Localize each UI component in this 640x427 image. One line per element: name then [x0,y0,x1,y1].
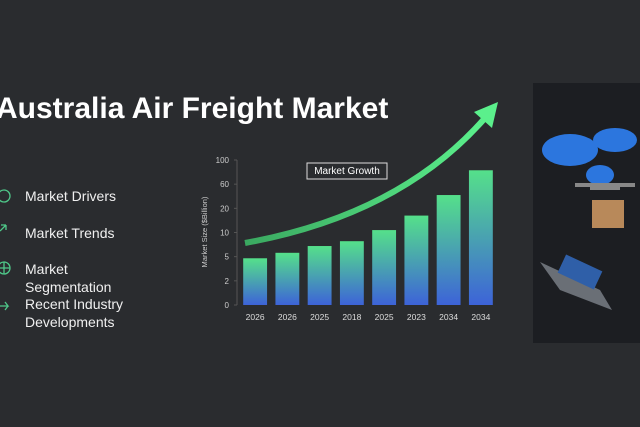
bar [275,252,300,305]
growth-arrow [244,116,488,246]
bar [307,246,332,305]
bar [468,170,493,305]
photo-drone [575,183,635,190]
photo-box [592,200,624,228]
bar [372,230,397,305]
x-tick-label: 2026 [246,312,265,322]
x-tick-label: 2018 [342,312,361,322]
x-tick-label: 2034 [471,312,490,322]
bar [243,258,268,305]
icons [0,189,11,311]
x-tick-label: 2025 [375,312,394,322]
bar [436,195,461,305]
y-tick-label: 0 [225,301,230,310]
y-tick-label: 5 [225,253,230,262]
menu-item: Market Drivers [25,188,117,204]
y-tick-label: 10 [220,229,229,238]
x-tick-label: 2034 [439,312,458,322]
x-tick-label: 2023 [407,312,426,322]
bar [404,215,429,305]
menu-item: Recent Industry Developments [25,296,124,330]
page-title: Australia Air Freight Market [0,92,389,125]
x-tick-label: 2025 [310,312,329,322]
y-tick-label: 2 [225,277,230,286]
menu-item: Market Trends [25,225,115,241]
photo-containers [557,254,603,290]
y-axis-label: Market Size ($Billion) [200,196,209,267]
annotation: Market Growth [314,166,380,177]
photo-map [542,128,637,185]
x-tick-label: 2026 [278,312,297,322]
y-tick-label: 20 [220,204,229,213]
menu-item: Market Segmentation [25,261,112,295]
annotation-box [306,162,388,180]
y-tick-label: 60 [220,180,229,189]
arrow-head [474,102,498,128]
y-tick-label: 100 [216,156,230,165]
bar [339,241,364,305]
photo-ship [540,262,612,310]
